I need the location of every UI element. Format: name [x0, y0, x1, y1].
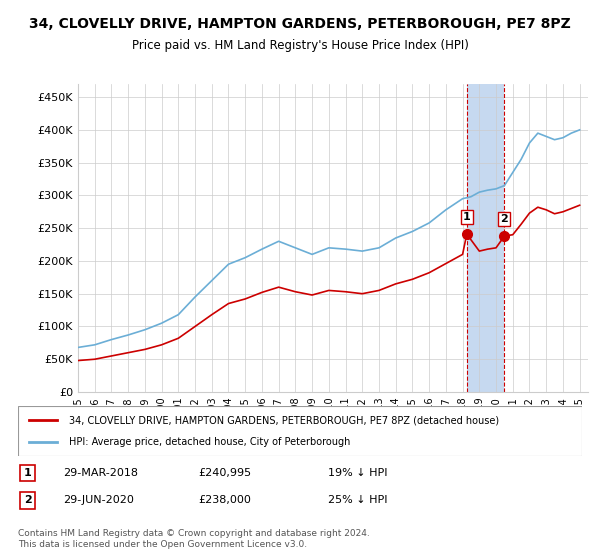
- Text: 34, CLOVELLY DRIVE, HAMPTON GARDENS, PETERBOROUGH, PE7 8PZ (detached house): 34, CLOVELLY DRIVE, HAMPTON GARDENS, PET…: [69, 415, 499, 425]
- Text: 29-JUN-2020: 29-JUN-2020: [63, 495, 134, 505]
- Text: 19% ↓ HPI: 19% ↓ HPI: [328, 468, 388, 478]
- Text: HPI: Average price, detached house, City of Peterborough: HPI: Average price, detached house, City…: [69, 437, 350, 447]
- FancyBboxPatch shape: [18, 406, 582, 456]
- Text: 1: 1: [23, 468, 31, 478]
- Text: £238,000: £238,000: [199, 495, 251, 505]
- Text: 2: 2: [500, 214, 508, 224]
- Text: 2: 2: [23, 495, 31, 505]
- Text: 1: 1: [463, 212, 470, 222]
- Text: 29-MAR-2018: 29-MAR-2018: [63, 468, 138, 478]
- Text: Contains HM Land Registry data © Crown copyright and database right 2024.
This d: Contains HM Land Registry data © Crown c…: [18, 529, 370, 549]
- Text: £240,995: £240,995: [199, 468, 251, 478]
- Text: 25% ↓ HPI: 25% ↓ HPI: [328, 495, 388, 505]
- Text: 34, CLOVELLY DRIVE, HAMPTON GARDENS, PETERBOROUGH, PE7 8PZ: 34, CLOVELLY DRIVE, HAMPTON GARDENS, PET…: [29, 17, 571, 31]
- Text: Price paid vs. HM Land Registry's House Price Index (HPI): Price paid vs. HM Land Registry's House …: [131, 39, 469, 52]
- Bar: [467, 84, 505, 392]
